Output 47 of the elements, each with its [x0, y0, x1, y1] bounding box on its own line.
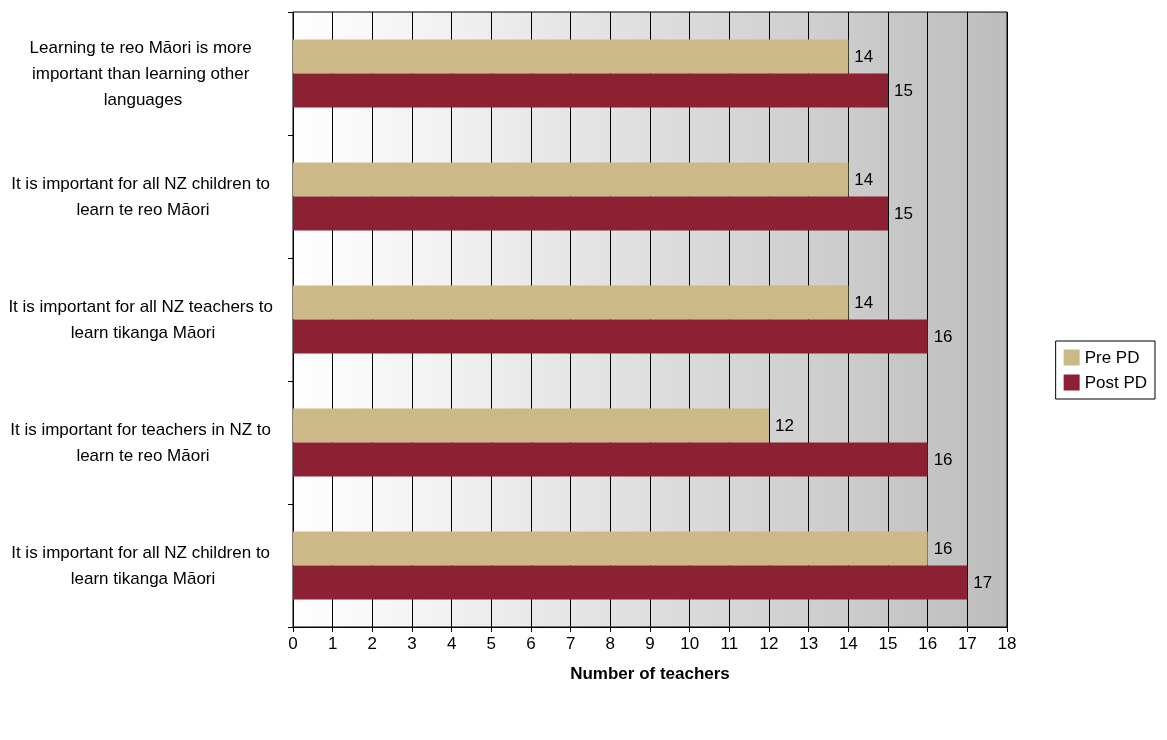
x-tick-label: 10	[680, 634, 700, 653]
data-label: 16	[933, 327, 953, 346]
x-tick-label: 17	[957, 634, 977, 653]
y-tick-label: It is important for teachers in NZ to learn te reo Māori	[10, 420, 276, 465]
y-tick-label: Learning te reo Māori is more important than learning other languages	[29, 38, 257, 109]
x-tick-label: 9	[645, 634, 655, 653]
x-tick-label: 8	[605, 634, 616, 653]
x-tick-label: 4	[446, 634, 457, 653]
x-tick-label: 13	[799, 634, 819, 653]
bar	[293, 39, 849, 74]
y-tick-label: It is important for all NZ children to learn tikanga Māori	[11, 543, 275, 588]
data-label: 16	[933, 539, 953, 558]
data-label: 17	[973, 573, 993, 592]
data-label: 14	[854, 170, 874, 189]
x-tick-label: 5	[486, 634, 497, 653]
x-tick-label: 7	[565, 634, 576, 653]
legend-label: Post PD	[1084, 373, 1147, 392]
bar	[293, 531, 928, 566]
data-label: 14	[854, 293, 874, 312]
bar	[293, 162, 849, 197]
bar	[293, 285, 849, 320]
x-tick-label: 0	[288, 634, 298, 653]
x-axis-title: Number of teachers	[570, 664, 730, 683]
x-tick-label: 15	[878, 634, 898, 653]
bar	[293, 73, 888, 108]
y-tick-label: It is important for all NZ children to learn te reo Māori	[11, 174, 275, 219]
bar	[293, 442, 928, 477]
x-tick-label: 6	[526, 634, 536, 653]
x-tick-label: 11	[720, 634, 739, 653]
x-tick-label: 12	[759, 634, 779, 653]
bar	[293, 565, 968, 600]
x-tick-label: 14	[838, 634, 858, 653]
x-tick-label: 3	[407, 634, 417, 653]
legend-label: Pre PD	[1084, 348, 1140, 367]
bar	[293, 408, 769, 443]
data-label: 15	[894, 204, 913, 223]
data-label: 16	[933, 450, 953, 469]
x-tick-label: 16	[918, 634, 938, 653]
bar	[293, 196, 888, 231]
x-tick-label: 2	[367, 634, 378, 653]
data-label: 14	[854, 47, 874, 66]
data-label: 12	[775, 416, 794, 435]
y-tick-label: It is important for all NZ teachers to learn tikanga Māori	[8, 297, 278, 342]
x-tick-label: 1	[327, 634, 338, 653]
x-tick-label: 18	[997, 634, 1017, 653]
data-label: 15	[894, 81, 913, 100]
bar	[293, 319, 928, 354]
